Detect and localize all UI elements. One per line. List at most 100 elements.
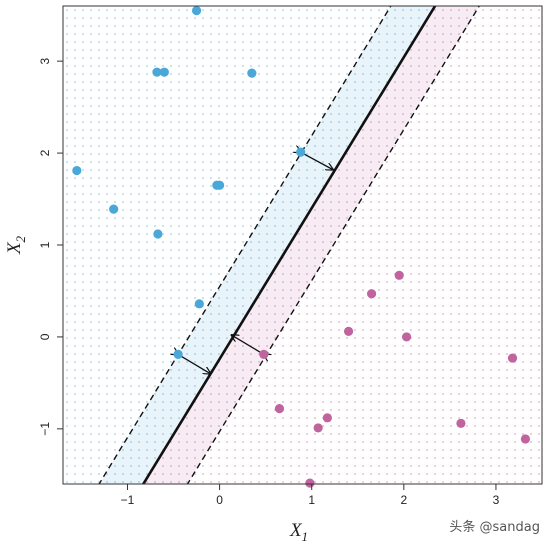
- region-dot: [418, 169, 420, 171]
- region-dot: [506, 25, 508, 27]
- region-dot: [258, 369, 260, 371]
- region-dot: [370, 217, 372, 219]
- region-dot: [314, 233, 316, 235]
- region-dot: [226, 241, 228, 243]
- data-point-pink: [322, 413, 332, 423]
- region-dot: [202, 345, 204, 347]
- region-dot: [154, 89, 156, 91]
- region-dot: [170, 137, 172, 139]
- region-dot: [242, 121, 244, 123]
- separating-hyperplane: [141, 6, 437, 484]
- region-dot: [410, 473, 412, 475]
- region-dot: [138, 273, 140, 275]
- region-dot: [466, 33, 468, 35]
- region-dot: [274, 65, 276, 67]
- region-dot: [138, 97, 140, 99]
- region-dot: [330, 305, 332, 307]
- region-dot: [242, 417, 244, 419]
- region-dot: [90, 465, 92, 467]
- region-dot: [250, 49, 252, 51]
- region-dot: [122, 425, 124, 427]
- region-dot: [98, 73, 100, 75]
- region-dot: [426, 417, 428, 419]
- region-dot: [306, 97, 308, 99]
- region-dot: [66, 457, 68, 459]
- region-dot: [410, 257, 412, 259]
- region-dot: [274, 121, 276, 123]
- region-dot: [122, 449, 124, 451]
- region-dot: [170, 121, 172, 123]
- region-dot: [154, 273, 156, 275]
- region-dot: [162, 25, 164, 27]
- region-dot: [234, 313, 236, 315]
- region-dot: [290, 377, 292, 379]
- region-dot: [90, 257, 92, 259]
- region-dot: [138, 257, 140, 259]
- region-dot: [186, 97, 188, 99]
- region-dot: [162, 393, 164, 395]
- region-dot: [266, 321, 268, 323]
- region-dot: [442, 225, 444, 227]
- region-dot: [226, 401, 228, 403]
- region-dot: [474, 129, 476, 131]
- region-dot: [218, 225, 220, 227]
- region-dot: [274, 217, 276, 219]
- region-dot: [242, 25, 244, 27]
- region-dot: [106, 433, 108, 435]
- region-dot: [130, 401, 132, 403]
- region-dot: [258, 425, 260, 427]
- region-dot: [474, 473, 476, 475]
- region-dot: [538, 209, 540, 211]
- region-dot: [402, 145, 404, 147]
- region-dot: [66, 249, 68, 251]
- region-dot: [218, 193, 220, 195]
- region-dot: [402, 425, 404, 427]
- region-dot: [290, 17, 292, 19]
- region-dot: [290, 97, 292, 99]
- region-dot: [218, 481, 220, 483]
- region-dot: [170, 33, 172, 35]
- region-dot: [218, 145, 220, 147]
- region-dot: [74, 241, 76, 243]
- region-dot: [274, 393, 276, 395]
- region-dot: [370, 177, 372, 179]
- region-dot: [66, 153, 68, 155]
- region-dot: [266, 121, 268, 123]
- region-dot: [482, 289, 484, 291]
- region-dot: [338, 81, 340, 83]
- region-dot: [130, 233, 132, 235]
- region-dot: [450, 41, 452, 43]
- region-dot: [146, 281, 148, 283]
- region-dot: [530, 337, 532, 339]
- region-dot: [162, 465, 164, 467]
- region-dot: [474, 297, 476, 299]
- region-dot: [362, 145, 364, 147]
- region-dot: [194, 121, 196, 123]
- region-dot: [538, 465, 540, 467]
- region-dot: [138, 393, 140, 395]
- region-dot: [514, 81, 516, 83]
- region-dot: [410, 273, 412, 275]
- region-dot: [146, 73, 148, 75]
- region-dot: [66, 73, 68, 75]
- region-dot: [442, 9, 444, 11]
- region-dot: [242, 465, 244, 467]
- region-dot: [138, 145, 140, 147]
- region-dot: [466, 337, 468, 339]
- region-dot: [234, 289, 236, 291]
- region-dot: [394, 17, 396, 19]
- region-dot: [514, 257, 516, 259]
- region-dot: [434, 417, 436, 419]
- region-dot: [226, 281, 228, 283]
- region-dot: [338, 129, 340, 131]
- region-dot: [522, 393, 524, 395]
- region-dot: [338, 97, 340, 99]
- region-dot: [114, 265, 116, 267]
- region-dot: [202, 249, 204, 251]
- region-dot: [426, 161, 428, 163]
- region-dot: [218, 57, 220, 59]
- region-dot: [410, 33, 412, 35]
- region-dot: [274, 329, 276, 331]
- region-dot: [178, 225, 180, 227]
- region-dot: [106, 265, 108, 267]
